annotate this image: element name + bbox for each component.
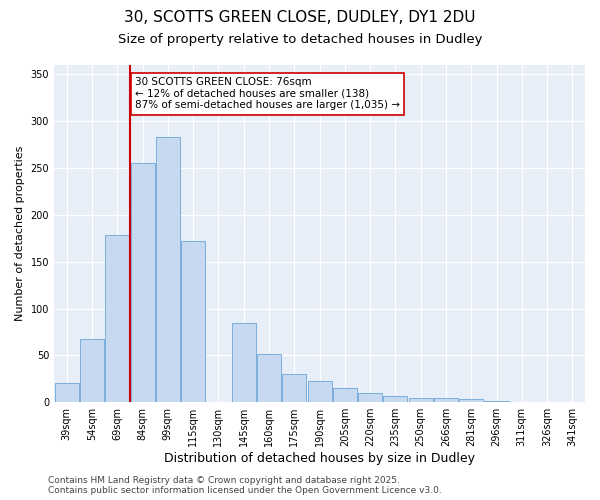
Bar [308, 380, 332, 402]
Y-axis label: Number of detached properties: Number of detached properties [15, 146, 25, 322]
Text: 30, SCOTTS GREEN CLOSE, DUDLEY, DY1 2DU: 30, SCOTTS GREEN CLOSE, DUDLEY, DY1 2DU [124, 10, 476, 25]
Bar [434, 398, 458, 402]
Bar [55, 384, 79, 402]
Bar [181, 241, 205, 402]
X-axis label: Distribution of detached houses by size in Dudley: Distribution of detached houses by size … [164, 452, 475, 465]
Bar [383, 396, 407, 402]
Bar [257, 354, 281, 402]
Bar [333, 388, 357, 402]
Bar [105, 236, 129, 402]
Bar [409, 398, 433, 402]
Bar [459, 400, 483, 402]
Bar [232, 322, 256, 402]
Bar [80, 338, 104, 402]
Bar [358, 393, 382, 402]
Text: Size of property relative to detached houses in Dudley: Size of property relative to detached ho… [118, 32, 482, 46]
Text: Contains HM Land Registry data © Crown copyright and database right 2025.
Contai: Contains HM Land Registry data © Crown c… [48, 476, 442, 495]
Bar [282, 374, 306, 402]
Bar [156, 137, 180, 402]
Bar [131, 164, 155, 402]
Text: 30 SCOTTS GREEN CLOSE: 76sqm
← 12% of detached houses are smaller (138)
87% of s: 30 SCOTTS GREEN CLOSE: 76sqm ← 12% of de… [135, 77, 400, 110]
